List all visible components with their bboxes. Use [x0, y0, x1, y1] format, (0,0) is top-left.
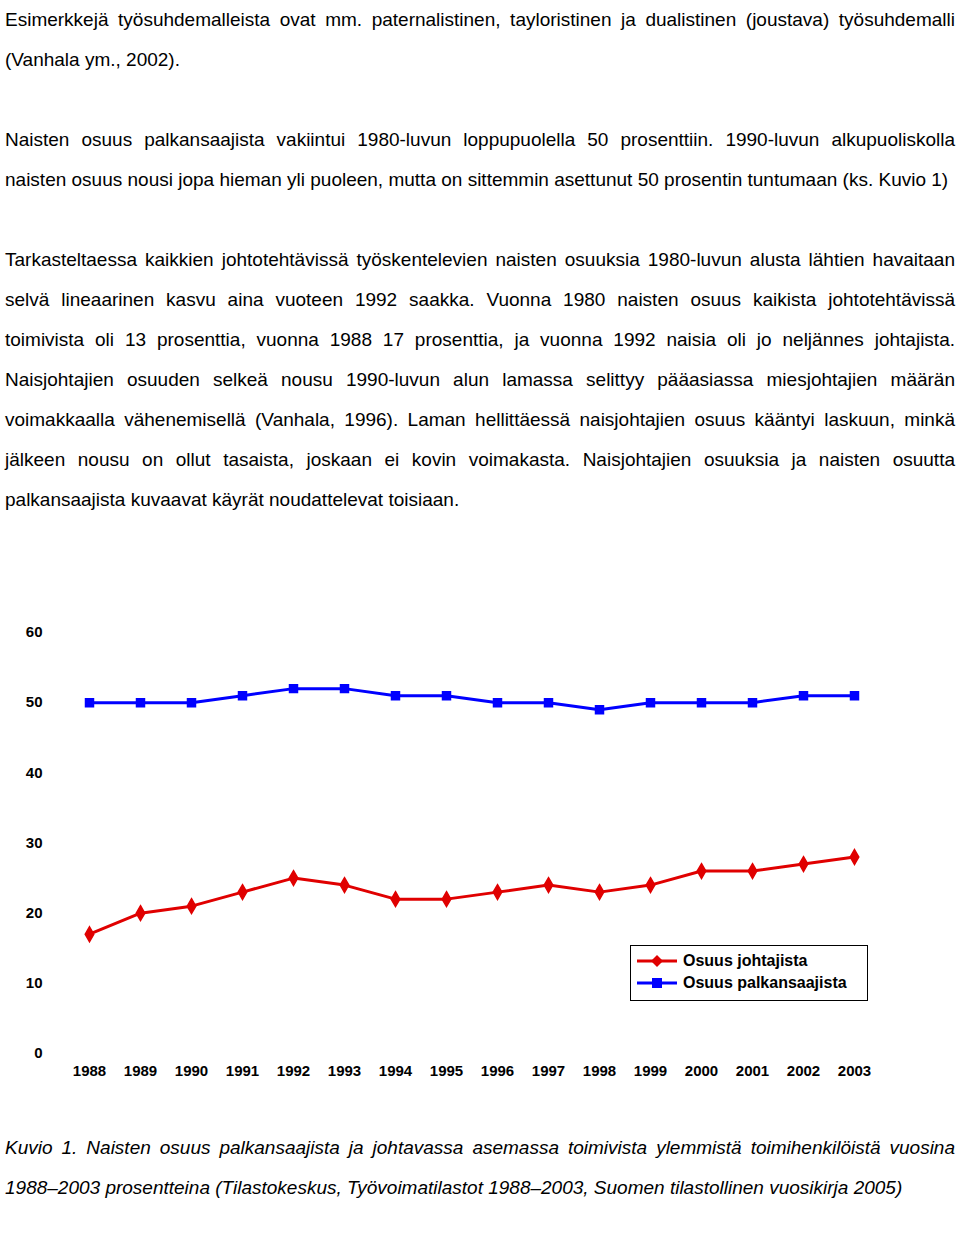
html-text:Osuus johtajista: Osuus johtajista: [683, 952, 808, 969]
svg-text:1995: 1995: [430, 1062, 463, 1079]
svg-text:1996: 1996: [481, 1062, 514, 1079]
html-text:Osuus palkansaajista: Osuus palkansaajista: [683, 974, 847, 991]
svg-text:0: 0: [34, 1044, 42, 1061]
svg-text:1992: 1992: [277, 1062, 310, 1079]
svg-text:2001: 2001: [736, 1062, 769, 1079]
html-text:Tarkasteltaessa kaikkien johto: Tarkasteltaessa kaikkien johtotehtävissä…: [5, 249, 955, 510]
svg-text:1988: 1988: [73, 1062, 106, 1079]
svg-text:2000: 2000: [685, 1062, 718, 1079]
svg-text:1998: 1998: [583, 1062, 616, 1079]
svg-text:50: 50: [26, 693, 43, 710]
svg-text:1989: 1989: [124, 1062, 157, 1079]
svg-text:10: 10: [26, 974, 43, 991]
svg-text:1993: 1993: [328, 1062, 361, 1079]
svg-text:60: 60: [26, 623, 43, 640]
svg-text:1990: 1990: [175, 1062, 208, 1079]
svg-text:1994: 1994: [379, 1062, 413, 1079]
html-text:Esimerkkejä työsuhdemalleista: Esimerkkejä työsuhdemalleista ovat mm. p…: [5, 9, 955, 70]
svg-text:1991: 1991: [226, 1062, 259, 1079]
svg-text:1999: 1999: [634, 1062, 667, 1079]
svg-text:20: 20: [26, 904, 43, 921]
svg-text:2003: 2003: [838, 1062, 871, 1079]
svg-text:2002: 2002: [787, 1062, 820, 1079]
svg-text:30: 30: [26, 834, 43, 851]
svg-text:40: 40: [26, 764, 43, 781]
svg-text:1997: 1997: [532, 1062, 565, 1079]
html-text:Naisten osuus palkansaajista v: Naisten osuus palkansaajista vakiintui 1…: [5, 129, 955, 190]
html-text:Kuvio 1. Naisten osuus palkans: Kuvio 1. Naisten osuus palkansaajista ja…: [5, 1137, 955, 1198]
